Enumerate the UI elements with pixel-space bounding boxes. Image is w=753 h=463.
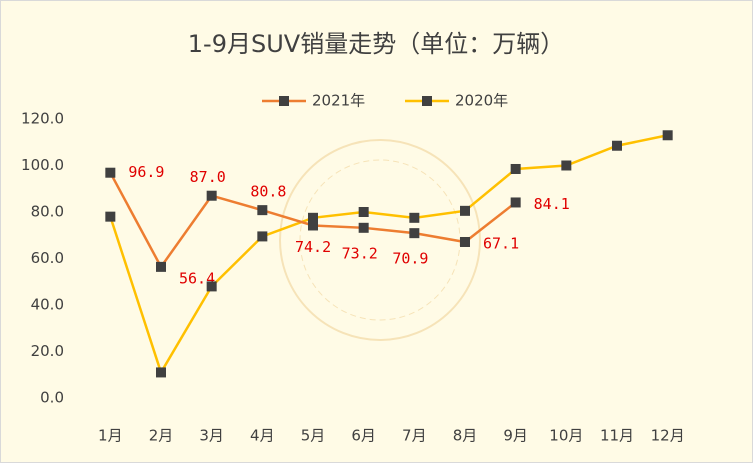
point-marker — [156, 261, 166, 272]
x-tick-label: 4月 — [250, 427, 275, 445]
y-tick-label: 20.0 — [31, 342, 64, 360]
point-marker — [561, 160, 572, 171]
point-marker — [510, 197, 521, 208]
data-label: 87.0 — [190, 168, 226, 186]
x-tick-label: 9月 — [503, 427, 528, 445]
point-marker — [510, 163, 521, 174]
x-tick-label: 2月 — [149, 427, 174, 445]
legend-label: 2021年 — [312, 92, 365, 110]
point-marker — [156, 367, 166, 378]
y-tick-label: 80.0 — [31, 203, 64, 221]
point-marker — [358, 222, 369, 233]
point-marker — [105, 167, 116, 178]
point-marker — [257, 205, 268, 216]
point-marker — [409, 212, 420, 223]
y-tick-label: 60.0 — [31, 249, 64, 267]
data-label: 80.8 — [250, 183, 286, 201]
legend-marker — [279, 96, 289, 106]
point-marker — [105, 211, 116, 222]
data-label: 56.4 — [179, 269, 215, 287]
point-marker — [206, 281, 217, 292]
point-marker — [257, 231, 268, 242]
point-marker — [206, 190, 217, 201]
point-marker — [662, 130, 673, 141]
data-label: 73.2 — [342, 244, 378, 262]
legend-label: 2020年 — [455, 92, 508, 110]
x-tick-label: 8月 — [453, 427, 478, 445]
x-tick-label: 5月 — [301, 427, 326, 445]
data-label: 96.9 — [128, 163, 164, 181]
y-tick-label: 40.0 — [31, 296, 64, 314]
point-marker — [308, 212, 318, 223]
x-tick-label: 3月 — [199, 427, 224, 445]
x-tick-label: 7月 — [402, 427, 427, 445]
point-marker — [409, 228, 420, 239]
x-tick-label: 12月 — [651, 427, 685, 445]
data-label: 74.2 — [295, 238, 331, 256]
point-marker — [612, 140, 622, 151]
series-line — [109, 134, 668, 376]
chart-title: 1-9月SUV销量走势（单位：万辆） — [188, 30, 564, 58]
point-marker — [308, 220, 318, 231]
data-label: 67.1 — [483, 234, 519, 252]
x-tick-label: 11月 — [600, 427, 634, 445]
data-label: 84.1 — [534, 195, 570, 213]
y-tick-label: 0.0 — [40, 389, 64, 407]
x-tick-label: 10月 — [549, 427, 583, 445]
x-tick-label: 1月 — [98, 427, 123, 445]
data-label: 70.9 — [392, 250, 428, 268]
decoration — [279, 139, 481, 341]
legend-marker — [422, 96, 432, 106]
point-marker — [460, 205, 470, 216]
x-tick-label: 6月 — [351, 427, 376, 445]
point-marker — [460, 236, 470, 247]
point-marker — [358, 207, 369, 217]
y-tick-label: 100.0 — [21, 156, 64, 174]
y-tick-label: 120.0 — [21, 110, 64, 128]
